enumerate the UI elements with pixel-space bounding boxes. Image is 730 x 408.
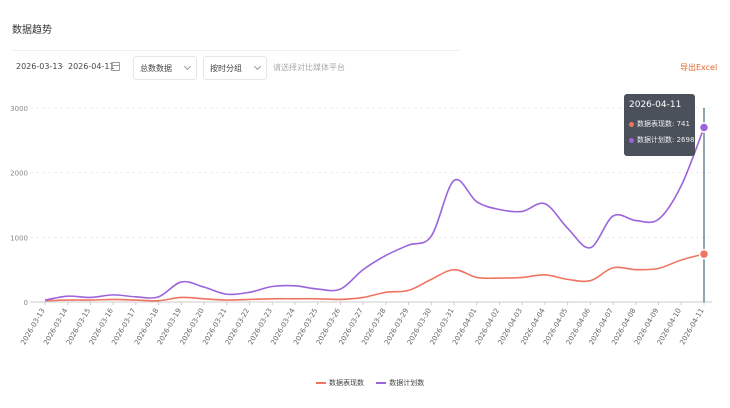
series-line-a bbox=[44, 253, 705, 302]
tooltip-row-a-value: 741 bbox=[676, 120, 690, 128]
page-title: 数据趋势 bbox=[12, 25, 52, 36]
series-a-dot-icon bbox=[629, 121, 634, 127]
data-point bbox=[698, 248, 710, 260]
calendar-icon[interactable] bbox=[111, 62, 120, 71]
date-start[interactable]: 2026-03-13 bbox=[16, 62, 63, 71]
legend-item-a[interactable]: 数据表现数 bbox=[316, 378, 364, 388]
y-tick-label: 2000 bbox=[10, 170, 28, 178]
tooltip-row-b: 数据计划数: 2698 bbox=[629, 135, 694, 145]
legend-label-b: 数据计划数 bbox=[389, 379, 425, 387]
tooltip-row-a: 数据表现数: 741 bbox=[629, 119, 690, 129]
platform-compare-input[interactable]: 请选择对比媒体平台 bbox=[273, 63, 345, 72]
legend-line-b-icon bbox=[376, 382, 387, 384]
y-tick-label: 3000 bbox=[10, 105, 28, 113]
legend-label-a: 数据表现数 bbox=[329, 379, 364, 387]
y-tick-label: 0 bbox=[24, 299, 28, 307]
toolbar: 2026-03-13 - 2026-04-11 总数数据 按时分组 请选择对比媒… bbox=[0, 56, 730, 80]
y-tick-label: 1000 bbox=[10, 234, 28, 242]
date-separator: - bbox=[61, 62, 64, 71]
tooltip-row-b-label: 数据计划数 bbox=[637, 136, 672, 144]
chart-tooltip: 2026-04-11 数据表现数: 741 数据计划数: 2698 bbox=[624, 94, 695, 156]
header-divider bbox=[12, 50, 460, 51]
series-line-b bbox=[44, 127, 705, 301]
chart-legend: 数据表现数 数据计划数 bbox=[316, 378, 434, 388]
export-excel-button[interactable]: 导出Excel bbox=[680, 63, 718, 72]
date-end[interactable]: 2026-04-11 bbox=[68, 62, 115, 71]
tooltip-row-a-label: 数据表现数 bbox=[637, 120, 672, 128]
legend-line-a-icon bbox=[316, 382, 326, 384]
metric-select[interactable]: 总数数据 bbox=[133, 56, 197, 80]
tooltip-date: 2026-04-11 bbox=[629, 100, 682, 110]
data-point bbox=[698, 122, 710, 133]
group-select[interactable]: 按时分组 bbox=[203, 56, 267, 80]
legend-item-b[interactable]: 数据计划数 bbox=[376, 378, 424, 388]
tooltip-row-b-value: 2698 bbox=[676, 136, 695, 144]
x-tick-label: 2026-04-11 bbox=[678, 307, 705, 346]
metric-select-value: 总数数据 bbox=[140, 64, 172, 73]
series-b-dot-icon bbox=[629, 137, 634, 143]
group-select-value: 按时分组 bbox=[210, 64, 242, 73]
date-range-picker[interactable]: 2026-03-13 - 2026-04-11 bbox=[10, 56, 125, 78]
